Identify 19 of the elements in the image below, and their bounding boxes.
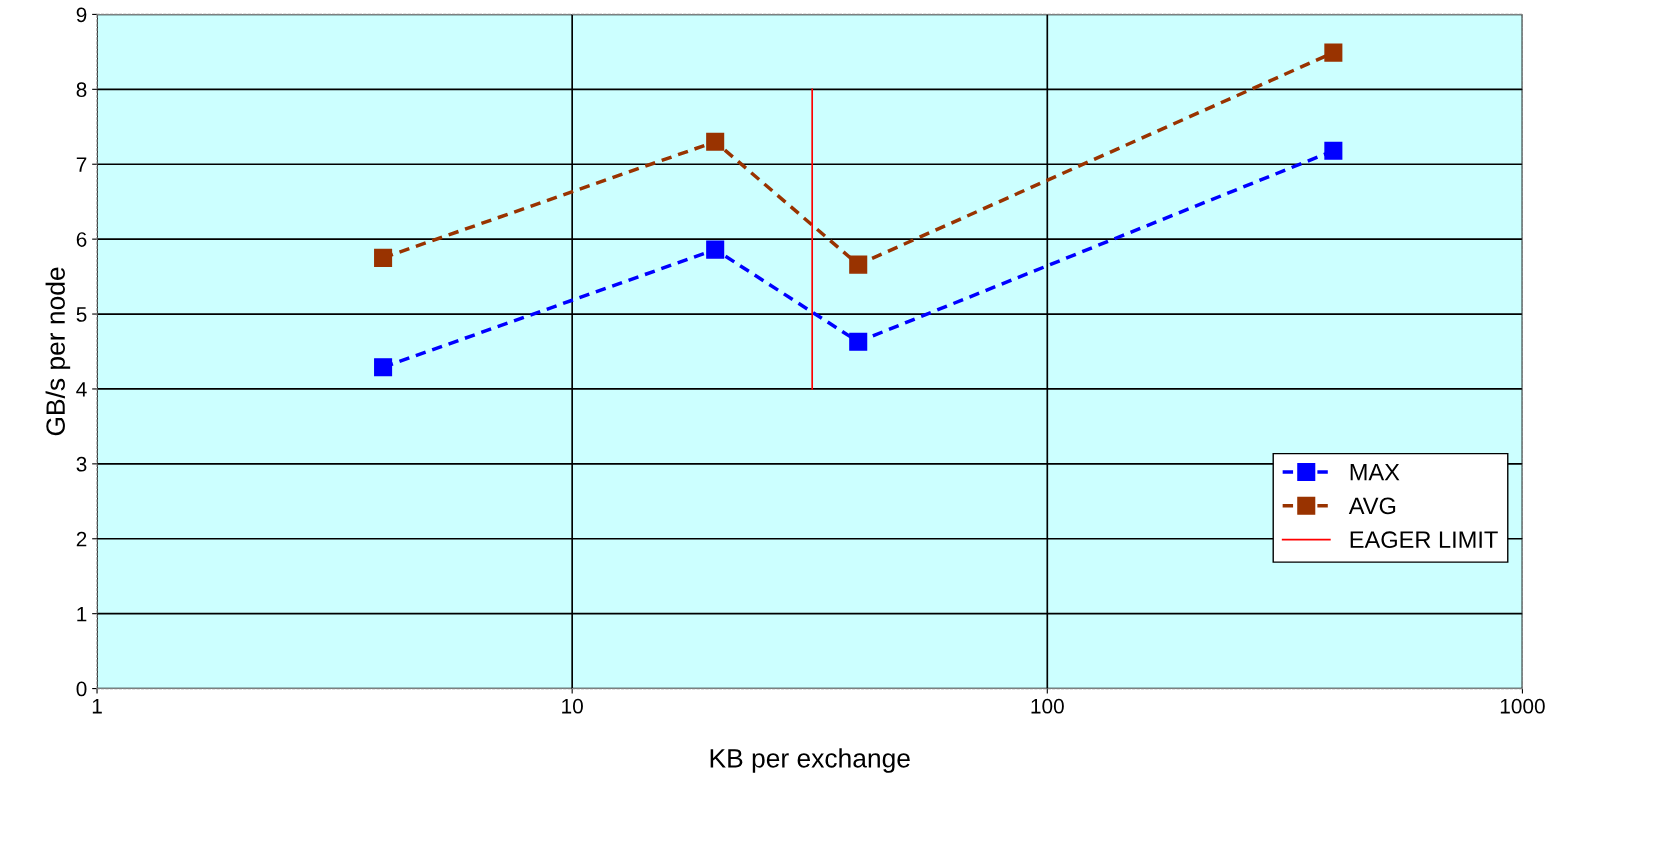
- x-tick-label: 100: [1031, 698, 1064, 714]
- y-tick-label: 6: [76, 232, 87, 247]
- x-tick-label: 1: [92, 699, 102, 714]
- y-tick-label: 2: [76, 531, 87, 547]
- x-tick-label: 10: [562, 698, 583, 714]
- legend-label: EAGER LIMIT: [1350, 531, 1498, 549]
- y-tick-label: 5: [76, 307, 87, 322]
- legend-label: AVG: [1348, 497, 1396, 515]
- y-tick-label: 7: [76, 157, 87, 172]
- y-tick-label: 4: [76, 382, 87, 397]
- y-tick-label: 9: [76, 7, 87, 23]
- x-tick-label: 1000: [1500, 698, 1545, 714]
- legend-label: MAX: [1350, 463, 1400, 481]
- y-tick-label: 3: [76, 456, 87, 472]
- y-tick-label: 0: [76, 681, 87, 697]
- y-tick-label: 8: [76, 82, 87, 98]
- y-tick-label: 1: [77, 606, 87, 622]
- y-axis-title: GB/s per node: [45, 267, 71, 436]
- x-axis-title: KB per exchange: [710, 748, 910, 773]
